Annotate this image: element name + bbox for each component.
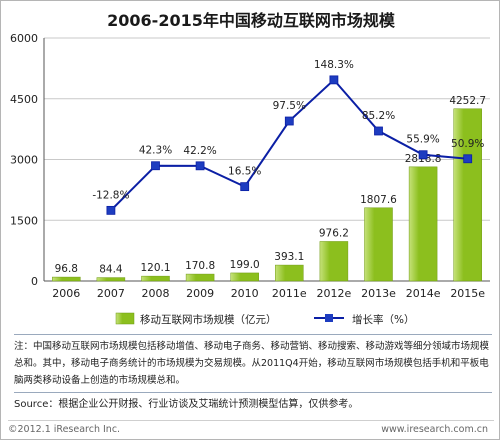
- growth-value-label: 97.5%: [273, 100, 306, 112]
- growth-marker: [418, 150, 428, 160]
- x-tick-label: 2010: [231, 287, 259, 300]
- bar-value-label: 170.8: [185, 260, 215, 272]
- y-tick-label: 1500: [10, 214, 38, 227]
- legend-bar-swatch: [115, 312, 135, 325]
- growth-marker: [329, 75, 339, 85]
- copyright-text: ©2012.1 iResearch Inc.: [8, 424, 121, 435]
- bar: [185, 273, 215, 282]
- y-tick-label: 6000: [10, 32, 38, 45]
- bar: [453, 108, 482, 282]
- bar-value-label: 199.0: [230, 259, 260, 271]
- x-tick-label: 2007: [97, 287, 125, 300]
- growth-value-label: 42.2%: [183, 145, 216, 157]
- legend-bar-label: 移动互联网市场规模（亿元）: [140, 313, 277, 326]
- bar: [52, 276, 81, 282]
- x-tick-label: 2009: [186, 287, 214, 300]
- x-tick-label: 2006: [52, 287, 80, 300]
- chart-plot: 0 1500 3000 4500 6000 96.8 84.4 120.1 170.8 199.…: [10, 32, 490, 326]
- bar-value-label: 96.8: [55, 263, 78, 275]
- bar-value-label: 4252.7: [449, 95, 486, 107]
- bar-value-label: 1807.6: [360, 194, 397, 206]
- growth-marker: [240, 182, 250, 192]
- bar-value-label: 84.4: [99, 264, 123, 276]
- bar: [96, 277, 126, 282]
- x-tick-label: 2008: [142, 287, 170, 300]
- growth-value-label: 55.9%: [406, 134, 439, 146]
- legend-line-marker: [325, 314, 333, 322]
- growth-marker: [463, 154, 473, 164]
- bar: [408, 166, 438, 282]
- bar: [319, 241, 349, 282]
- growth-marker: [284, 116, 294, 126]
- website-link[interactable]: www.iresearch.com.cn: [381, 424, 488, 435]
- growth-value-label: -12.8%: [92, 189, 129, 201]
- chart-source: Source：根据企业公开财报、行业访谈及艾瑞统计预测模型估算，仅供参考。: [14, 392, 492, 410]
- x-tick-label: 2011e: [272, 287, 307, 300]
- y-tick-label: 4500: [10, 93, 38, 106]
- bar: [364, 207, 393, 282]
- legend-line-label: 增长率（%）: [352, 313, 414, 326]
- x-tick-label: 2013e: [361, 287, 396, 300]
- growth-value-label: 85.2%: [362, 110, 395, 122]
- chart-title: 2006-2015年中国移动互联网市场规模: [107, 11, 395, 30]
- growth-marker: [106, 205, 116, 215]
- footer: ©2012.1 iResearch Inc. www.iresearch.com…: [8, 420, 494, 435]
- bar-value-label: 976.2: [319, 227, 349, 239]
- x-tick-label: 2014e: [406, 287, 441, 300]
- growth-value-label: 16.5%: [228, 166, 261, 178]
- bar: [141, 275, 170, 282]
- y-tick-label: 3000: [10, 154, 38, 167]
- growth-marker: [374, 126, 383, 136]
- bar-value-label: 120.1: [140, 262, 170, 274]
- x-tick-label: 2015e: [450, 287, 485, 300]
- growth-value-label: 148.3%: [314, 59, 354, 71]
- growth-value-label: 42.3%: [139, 145, 172, 157]
- bar: [230, 272, 259, 282]
- bar: [275, 264, 304, 282]
- growth-marker: [151, 161, 160, 171]
- bar-value-label: 393.1: [274, 251, 304, 263]
- chart-notes: 注：中国移动互联网市场规模包括移动增值、移动电子商务、移动营销、移动搜索、移动游…: [14, 334, 492, 389]
- y-tick-label: 0: [31, 275, 38, 288]
- growth-marker: [195, 161, 205, 171]
- x-tick-label: 2012e: [317, 287, 352, 300]
- growth-value-label: 50.9%: [451, 138, 484, 150]
